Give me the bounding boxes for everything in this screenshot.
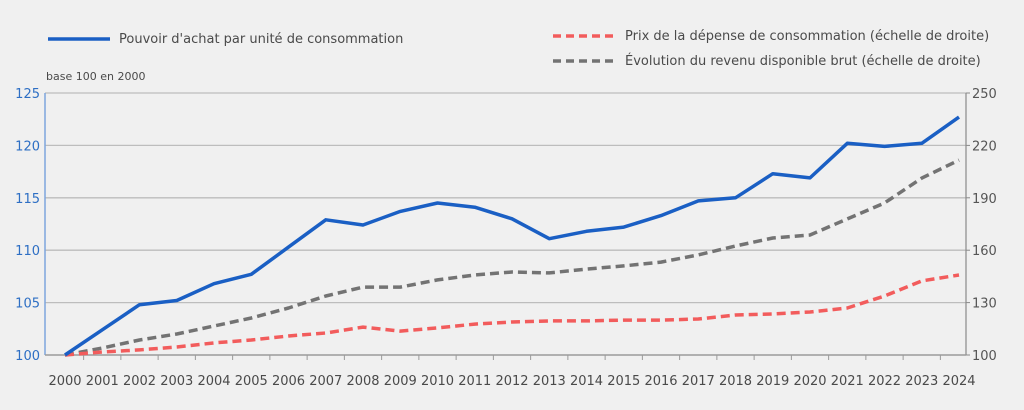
- gridlines: [45, 92, 966, 304]
- right-axis-ticks: 100 130 160 190 220 250: [966, 87, 997, 364]
- series-line-revenu: [64, 158, 960, 357]
- legend-item-pouvoir-achat: Pouvoir d'achat par unité de consommatio…: [48, 32, 403, 47]
- left-axis-tick-label: 120: [15, 139, 40, 154]
- legend-item-revenu: Évolution du revenu disponible brut (éch…: [553, 53, 981, 69]
- x-axis-tick-label: 2006: [272, 374, 305, 389]
- x-axis-tick-label: 2010: [421, 374, 454, 389]
- x-axis-tick-label: 2004: [197, 374, 230, 389]
- x-axis-tick-label: 2002: [123, 374, 156, 389]
- right-axis-tick-label: 130: [972, 297, 997, 312]
- legend-label-pouvoir-achat: Pouvoir d'achat par unité de consommatio…: [119, 32, 403, 47]
- right-axis-tick-label: 220: [972, 139, 997, 154]
- x-axis-ticks: 2000 2001 2002 2003 2004 2005 2006 2007 2008 2009…: [48, 355, 976, 389]
- legend: Pouvoir d'achat par unité de consommatio…: [48, 29, 989, 69]
- left-axis-tick-label: 110: [15, 244, 40, 259]
- x-axis-tick-label: 2019: [756, 374, 789, 389]
- x-axis-tick-label: 2023: [905, 374, 938, 389]
- right-axis-tick-label: 190: [972, 192, 997, 207]
- x-axis-tick-label: 2012: [495, 374, 528, 389]
- x-axis-tick-label: 2000: [48, 374, 81, 389]
- x-axis-tick-label: 2011: [458, 374, 491, 389]
- x-axis-tick-label: 2003: [160, 374, 193, 389]
- x-axis-tick-label: 2022: [868, 374, 901, 389]
- x-axis-tick-label: 2021: [831, 374, 864, 389]
- legend-label-prix: Prix de la dépense de consommation (éche…: [625, 29, 989, 44]
- series-line-prix: [64, 273, 960, 357]
- right-axis-tick-label: 100: [972, 349, 997, 364]
- x-axis-tick-label: 2007: [309, 374, 342, 389]
- right-axis-tick-label: 160: [972, 244, 997, 259]
- x-axis-tick-label: 2008: [346, 374, 379, 389]
- series-line-pouvoir-achat: [64, 115, 961, 357]
- x-axis-tick-label: 2015: [607, 374, 640, 389]
- right-axis-tick-label: 250: [972, 87, 997, 102]
- left-axis-tick-label: 100: [15, 349, 40, 364]
- left-axis-tick-label: 115: [15, 192, 40, 207]
- x-axis-tick-label: 2005: [235, 374, 268, 389]
- series-lines: [64, 115, 961, 357]
- left-axis-tick-label: 105: [15, 297, 40, 312]
- x-axis-tick-label: 2016: [644, 374, 677, 389]
- x-axis-tick-label: 2013: [533, 374, 566, 389]
- x-axis-tick-label: 2020: [793, 374, 826, 389]
- x-axis-tick-label: 2009: [384, 374, 417, 389]
- x-axis-tick-label: 2017: [682, 374, 715, 389]
- x-axis-tick-label: 2014: [570, 374, 603, 389]
- x-axis-tick-label: 2018: [719, 374, 752, 389]
- left-axis-ticks: 100 105 110 115 120 125: [15, 87, 40, 364]
- x-axis-tick-label: 2001: [86, 374, 119, 389]
- left-axis-tick-label: 125: [15, 87, 40, 102]
- legend-label-revenu: Évolution du revenu disponible brut (éch…: [625, 53, 981, 69]
- unit-note: base 100 en 2000: [46, 70, 145, 83]
- legend-item-prix: Prix de la dépense de consommation (éche…: [553, 29, 989, 44]
- axes: [44, 93, 967, 356]
- x-axis-tick-label: 2024: [942, 374, 975, 389]
